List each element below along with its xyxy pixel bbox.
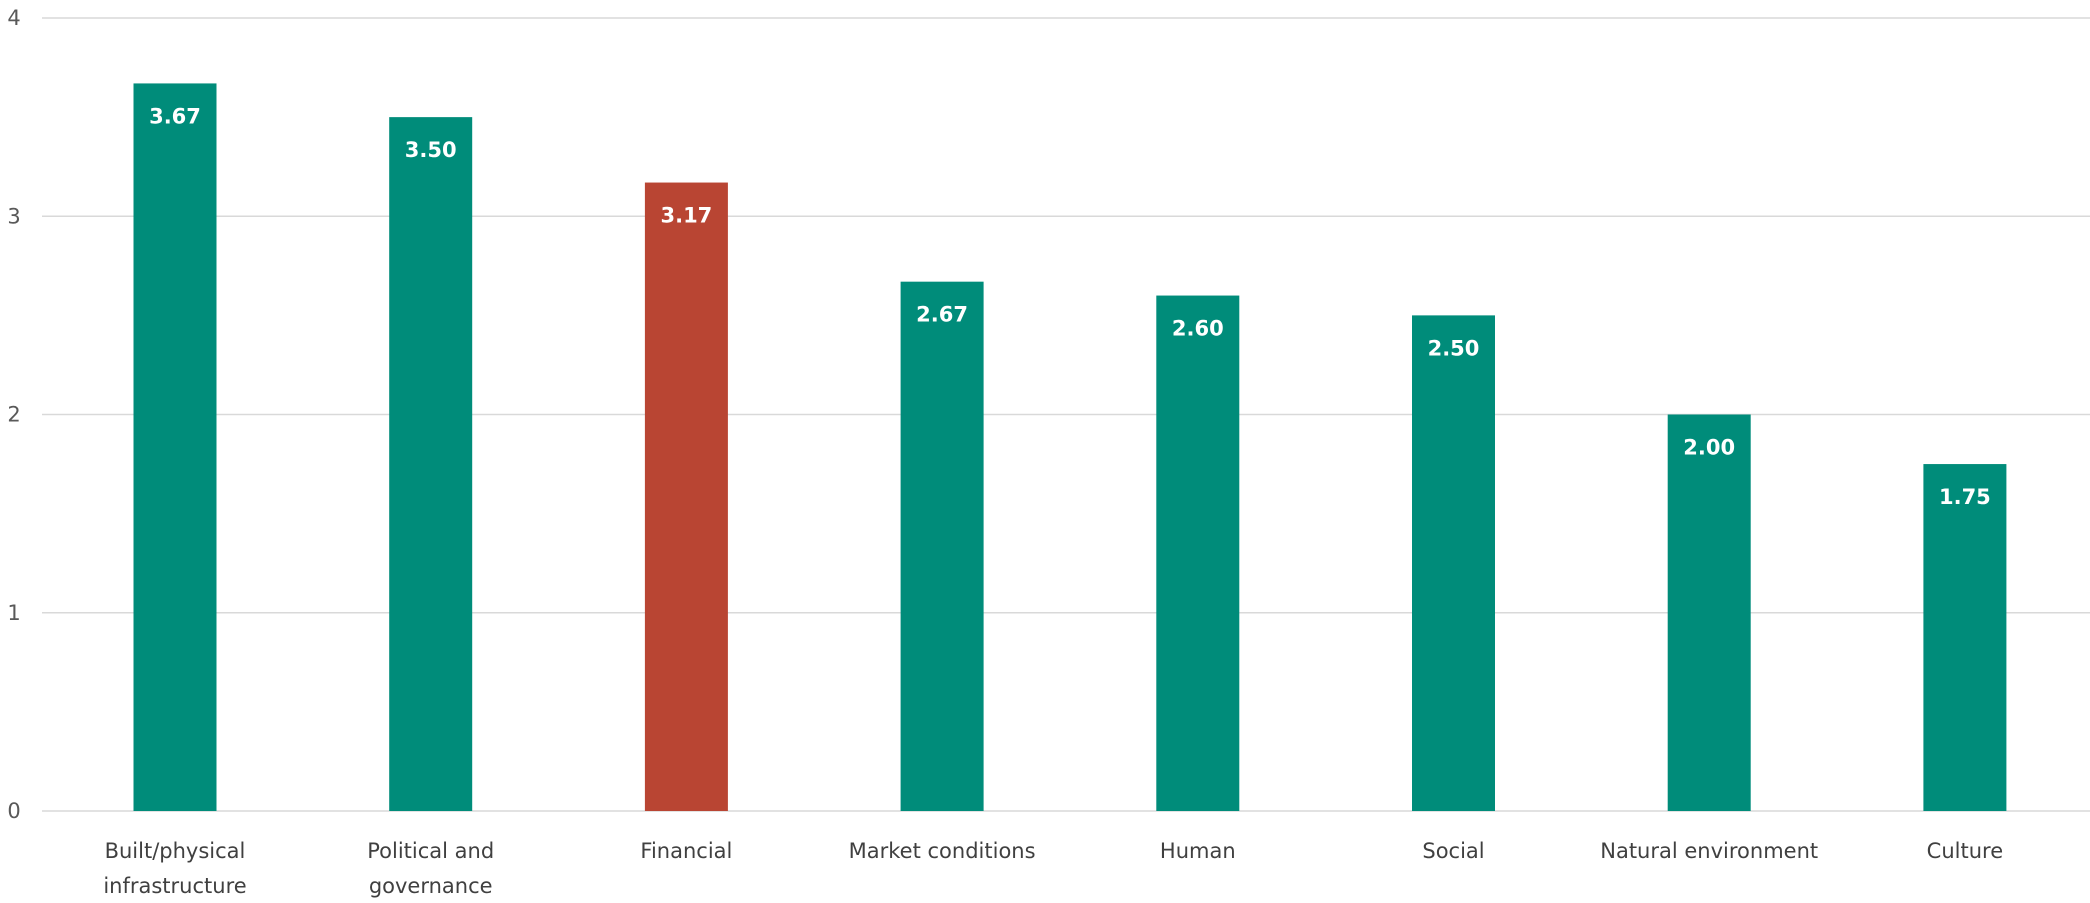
y-axis-ticks: 0 1 2 3 4 (7, 6, 20, 823)
y-tick-label: 1 (7, 601, 20, 625)
bar (1412, 315, 1495, 811)
bar (1156, 295, 1240, 811)
x-tick-label: Political and governance (367, 839, 494, 898)
x-tick-label: Natural environment (1600, 839, 1818, 863)
y-tick-label: 3 (7, 204, 20, 228)
data-label: 1.75 (1939, 485, 1991, 509)
data-label: 2.60 (1172, 317, 1224, 341)
bar (900, 281, 984, 811)
data-label: 2.00 (1683, 436, 1735, 460)
y-tick-label: 2 (7, 403, 20, 427)
bar (1923, 464, 2007, 811)
x-tick-label: Human (1160, 839, 1236, 863)
data-labels: 3.67 3.50 3.17 2.67 2.60 2.50 2.00 1.75 (149, 104, 1991, 509)
bar (389, 117, 473, 811)
x-tick-label: Built/physical infrastructure (103, 839, 246, 898)
y-tick-label: 0 (7, 799, 20, 823)
bars (133, 83, 2007, 812)
data-label: 3.67 (149, 104, 201, 128)
data-label: 3.17 (660, 204, 712, 228)
data-label: 2.50 (1428, 336, 1480, 360)
x-tick-label: Social (1422, 839, 1484, 863)
x-tick-label: Financial (640, 839, 732, 863)
y-tick-label: 4 (7, 6, 20, 30)
data-label: 2.67 (916, 303, 968, 327)
x-tick-label: Market conditions (849, 839, 1036, 863)
bar (133, 83, 217, 812)
bar (1667, 414, 1751, 811)
x-tick-label: Culture (1927, 839, 2003, 863)
data-label: 3.50 (405, 138, 457, 162)
x-axis-ticks: Built/physical infrastructure Political an… (103, 839, 2003, 898)
bar (644, 182, 728, 812)
gridlines (42, 17, 2090, 812)
